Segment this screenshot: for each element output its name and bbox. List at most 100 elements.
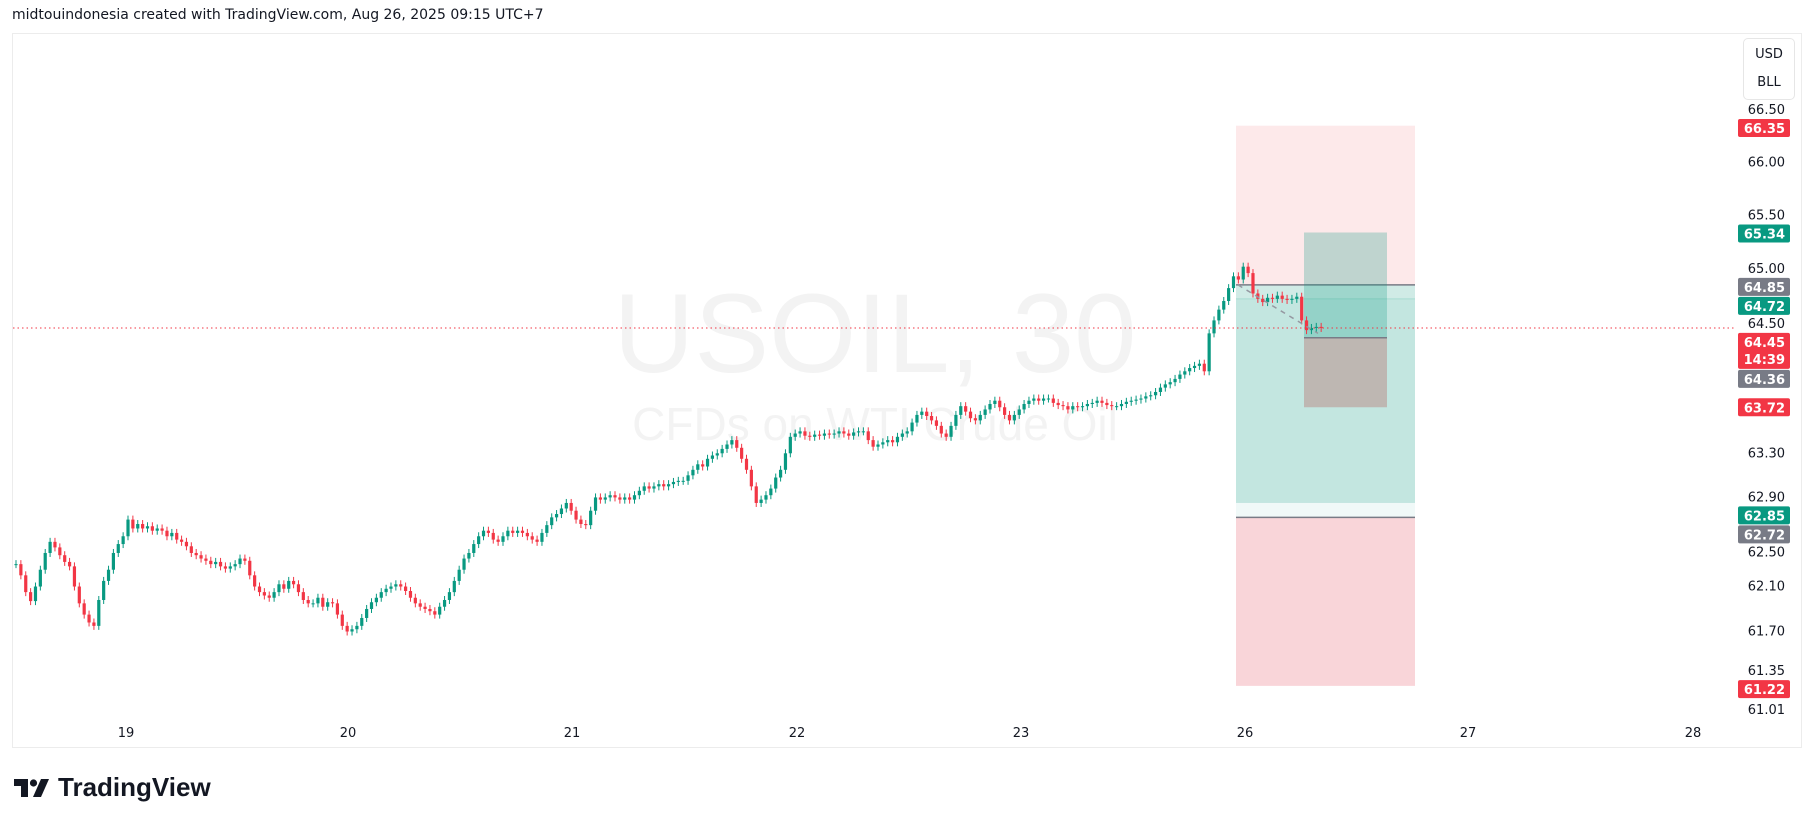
candle	[97, 595, 101, 630]
currency-unit-box[interactable]: USD BLL	[1743, 38, 1795, 100]
candle	[287, 576, 291, 593]
candle	[618, 493, 622, 504]
candle-body	[1080, 406, 1085, 408]
candle	[530, 532, 534, 544]
candle	[1139, 394, 1143, 404]
candle	[954, 410, 958, 430]
candle-body	[774, 477, 778, 489]
candle-body	[404, 586, 408, 592]
currency-label[interactable]: USD	[1755, 47, 1783, 62]
candle-body	[311, 603, 315, 605]
candle	[944, 429, 948, 441]
candle	[1309, 323, 1314, 335]
candle-body	[530, 536, 534, 540]
unit-label[interactable]: BLL	[1757, 75, 1781, 90]
position-tools[interactable]	[1236, 125, 1415, 686]
candle-body	[423, 606, 427, 609]
candle	[481, 526, 486, 541]
candle	[1134, 395, 1138, 405]
candle	[900, 429, 904, 441]
candle	[243, 554, 247, 565]
candle-body	[813, 434, 817, 437]
candle	[63, 551, 67, 566]
price-badge: 66.35	[1738, 119, 1790, 137]
candle	[1071, 402, 1075, 414]
price-badge-value: 64.72	[1744, 300, 1785, 315]
candle	[1153, 387, 1158, 400]
candle	[929, 412, 934, 425]
candle	[82, 599, 86, 619]
price-badge: 64.85	[1738, 277, 1790, 296]
candle-body	[954, 414, 958, 426]
candle-body	[871, 440, 875, 447]
candle-body	[253, 575, 257, 587]
candle	[165, 526, 169, 541]
candle	[257, 582, 262, 597]
candle	[559, 504, 564, 519]
candle	[623, 493, 627, 504]
candle-body	[1071, 406, 1075, 410]
candle-body	[77, 586, 81, 604]
candle-body	[1090, 402, 1094, 404]
candle-body	[24, 575, 28, 593]
candle	[657, 480, 661, 491]
candle	[978, 410, 982, 425]
candle	[593, 493, 598, 515]
candle-body	[1119, 403, 1124, 407]
candle-body	[1183, 371, 1187, 375]
time-axis[interactable]: 19 20 21 22 23 26 27 28	[118, 726, 1702, 741]
candle	[993, 396, 997, 408]
candle-body	[637, 490, 641, 496]
candle	[365, 604, 369, 622]
candle-body	[175, 532, 179, 540]
candle	[1027, 396, 1031, 408]
candle-body	[58, 547, 62, 556]
candle-body	[1241, 266, 1245, 280]
candle-body	[929, 416, 934, 421]
candle-body	[92, 622, 96, 626]
price-axis[interactable]: 66.50 66.00 65.50 65.00 64.50 63.30 62.90 62.50…	[1748, 103, 1785, 718]
candle	[988, 399, 992, 414]
candle	[856, 427, 861, 437]
candle	[1066, 402, 1070, 414]
candle-body	[1124, 401, 1128, 404]
candle-body	[959, 406, 963, 415]
candle	[920, 407, 924, 419]
candle-body	[316, 597, 320, 604]
candle-body	[564, 502, 568, 509]
candle	[438, 602, 442, 619]
candle-body	[326, 602, 330, 607]
candle	[852, 428, 856, 440]
price-tick-label: 62.90	[1748, 490, 1785, 505]
price-badge: 65.34	[1738, 224, 1790, 243]
candle-body	[277, 584, 281, 593]
candle-body	[63, 555, 67, 562]
candle-body	[102, 580, 106, 600]
candle	[53, 537, 57, 552]
candle-body	[141, 524, 145, 529]
candle-body	[944, 433, 948, 437]
candle-body	[1300, 296, 1304, 321]
candle	[311, 599, 315, 608]
candle	[934, 416, 939, 430]
candle	[652, 482, 656, 493]
candle	[19, 560, 23, 580]
candle-body	[1158, 387, 1163, 392]
candle-body	[19, 564, 23, 576]
candle-body	[1149, 395, 1153, 397]
candle-body	[1251, 273, 1255, 294]
candle-body	[511, 530, 515, 533]
date-tick-label: 28	[1685, 726, 1702, 741]
candle	[511, 526, 515, 537]
bar-countdown: 14:39	[1744, 353, 1785, 368]
candle-body	[335, 603, 340, 615]
candle-body	[696, 464, 700, 470]
candle	[404, 582, 408, 596]
candle	[998, 396, 1002, 412]
candle	[472, 540, 476, 557]
overlay	[13, 284, 1736, 335]
candle-body	[608, 495, 612, 498]
candle-body	[355, 625, 359, 630]
tradingview-logo[interactable]: TradingView	[14, 772, 211, 803]
